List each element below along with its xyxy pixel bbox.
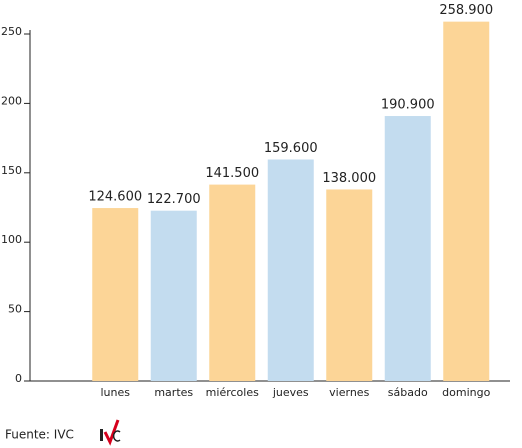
value-label: 138.000 [322, 171, 376, 186]
value-label: 258.900 [439, 3, 493, 18]
x-tick-label: viernes [329, 386, 369, 399]
y-tick-label: 0 [15, 372, 22, 385]
source-logo [100, 419, 121, 446]
logo-bar [100, 429, 103, 441]
source-note: Fuente: IVC [5, 428, 74, 442]
y-tick-label: 150 [1, 164, 22, 177]
y-tick-label: 100 [1, 233, 22, 246]
bar [384, 116, 431, 382]
value-label: 141.500 [205, 166, 259, 181]
y-tick-label: 50 [8, 303, 22, 316]
bar [150, 210, 197, 381]
x-tick-label: miércoles [206, 386, 259, 399]
y-tick-label: 200 [1, 94, 22, 107]
x-tick-label: domingo [442, 386, 490, 399]
value-label: 190.900 [381, 98, 435, 113]
logo-c [112, 430, 121, 442]
value-label: 124.600 [88, 190, 142, 205]
bar [209, 184, 256, 381]
x-tick-label: jueves [272, 386, 309, 399]
x-tick-label: martes [154, 386, 193, 399]
value-label: 122.700 [147, 192, 201, 207]
bar [443, 21, 490, 382]
y-tick-label: 250 [1, 25, 22, 38]
bar [92, 208, 139, 381]
bar [267, 159, 314, 381]
logo-check [103, 419, 120, 446]
x-tick-label: sábado [388, 386, 428, 399]
value-label: 159.600 [264, 141, 318, 156]
x-tick-label: lunes [101, 386, 131, 399]
bar [326, 189, 373, 381]
